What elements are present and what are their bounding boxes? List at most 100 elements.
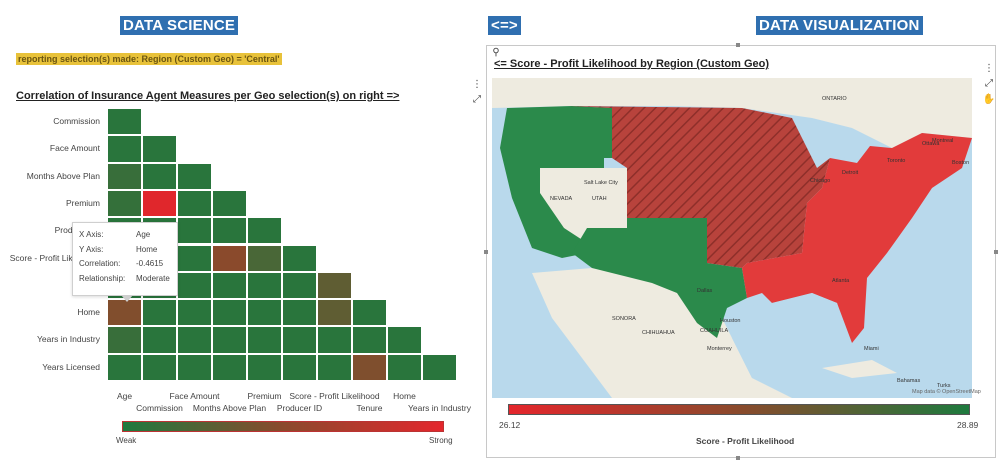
heatmap-cell[interactable]	[212, 326, 247, 354]
map-place-label: CHIHUAHUA	[642, 330, 675, 336]
heatmap-cell[interactable]	[317, 271, 352, 300]
tooltip-value: -0.4615	[136, 259, 164, 268]
map-place-label: Monterrey	[707, 346, 732, 352]
heatmap-cell[interactable]	[107, 189, 142, 218]
pan-hand-icon[interactable]: ✋	[982, 94, 996, 105]
heatmap-cell[interactable]	[212, 353, 247, 381]
map-place-label: SONORA	[612, 316, 636, 322]
heatmap-cell[interactable]	[177, 162, 212, 190]
map-legend-title: Score - Profit Likelihood	[696, 436, 795, 446]
map-place-label: ONTARIO	[822, 96, 847, 102]
heatmap-cell[interactable]	[142, 162, 177, 190]
heatmap-cell[interactable]	[107, 162, 142, 190]
tooltip-key: X Axis:	[79, 230, 104, 239]
y-axis-label: Commission	[53, 116, 100, 126]
resize-handle[interactable]	[484, 250, 488, 254]
map-place-label: Detroit	[842, 170, 859, 176]
heatmap-cell[interactable]	[247, 353, 282, 381]
pin-icon[interactable]: ⚲	[492, 47, 500, 58]
heatmap-cell[interactable]	[247, 299, 282, 327]
x-axis-label: Commission	[136, 403, 183, 413]
map-title: <= Score - Profit Likelihood by Region (…	[494, 58, 770, 70]
gulf-of-mexico	[732, 293, 847, 378]
x-axis-label: Score - Profit Likelihood	[289, 391, 380, 401]
heatmap-cell[interactable]	[212, 299, 247, 327]
map-place-label: Montreal	[932, 138, 954, 144]
heatmap-cell[interactable]	[247, 244, 282, 272]
heatmap-cell[interactable]	[107, 135, 142, 163]
map-place-label: Ottawa	[922, 141, 940, 147]
heatmap-cell[interactable]	[212, 217, 247, 245]
heatmap-cell[interactable]	[247, 217, 282, 245]
heatmap-cell[interactable]	[282, 326, 317, 354]
map-legend-gradient	[508, 404, 970, 415]
y-axis-label: Years in Industry	[37, 334, 100, 345]
more-options-icon[interactable]: ⋮	[472, 79, 482, 90]
heatmap-cell[interactable]	[177, 326, 212, 354]
heatmap-cell[interactable]	[212, 271, 247, 300]
heatmap-cell[interactable]	[177, 189, 212, 218]
heatmap-cell[interactable]	[177, 271, 212, 300]
heatmap-cell[interactable]	[107, 108, 142, 136]
x-axis-label: Tenure	[356, 403, 383, 413]
heatmap-cell[interactable]	[247, 271, 282, 300]
heatmap-cell[interactable]	[177, 217, 212, 245]
heatmap-cell[interactable]	[317, 299, 352, 327]
more-options-icon[interactable]: ⋮	[984, 63, 994, 74]
region-east[interactable]	[742, 133, 972, 343]
heatmap-cell[interactable]	[282, 299, 317, 327]
expand-icon[interactable]: ⤢	[473, 94, 481, 105]
heatmap-cell[interactable]	[352, 299, 387, 327]
map-place-label: Dallas	[697, 288, 713, 294]
heatmap-cell[interactable]	[352, 326, 387, 354]
region-central[interactable]	[570, 106, 830, 268]
heatmap-cell[interactable]	[282, 353, 317, 381]
heatmap-cell[interactable]	[422, 353, 457, 381]
region-map[interactable]: NEVADA UTAH Salt Lake City SONORA CHIHUAHUA C…	[492, 78, 972, 398]
heatmap-cell[interactable]	[317, 353, 352, 381]
resize-handle[interactable]	[994, 250, 998, 254]
map-svg	[492, 78, 972, 398]
heatmap-cell[interactable]	[317, 326, 352, 354]
tooltip-value: Age	[136, 230, 151, 239]
lake-huron	[842, 131, 870, 163]
y-axis-label: Months Above Plan	[26, 170, 100, 181]
heatmap-cell[interactable]	[142, 299, 177, 327]
heatmap-cell[interactable]	[177, 244, 212, 272]
heatmap-cell[interactable]	[212, 189, 247, 218]
x-axis-label: Producer ID	[276, 403, 323, 413]
map-place-label: COAHUILA	[700, 328, 729, 334]
resize-handle[interactable]	[736, 456, 740, 460]
heatmap-cell[interactable]	[387, 353, 422, 381]
heatmap-cell[interactable]	[352, 353, 387, 381]
heatmap-cell[interactable]	[212, 244, 247, 272]
heatmap-cell[interactable]	[107, 299, 142, 327]
y-axis-label: Years Licensed	[42, 361, 100, 372]
tooltip-key: Relationship:	[79, 273, 126, 283]
map-place-label: Turks	[937, 383, 951, 389]
legend-strong-label: Strong	[429, 436, 453, 445]
tooltip-value: Home	[136, 244, 158, 254]
expand-icon[interactable]: ⤢	[985, 78, 993, 89]
tooltip-value: Moderate	[136, 273, 170, 283]
heatmap-cell[interactable]	[282, 244, 317, 272]
y-axis-label: Premium	[65, 197, 100, 208]
x-axis-label: Months Above Plan	[192, 403, 267, 413]
heatmap-cell[interactable]	[142, 353, 177, 381]
heatmap-cell[interactable]	[107, 326, 142, 354]
heatmap-cell[interactable]	[142, 189, 177, 218]
nevada-area	[540, 168, 587, 243]
heatmap-cell[interactable]	[247, 326, 282, 354]
heatmap-cell[interactable]	[107, 353, 142, 381]
heatmap-cell[interactable]	[387, 326, 422, 354]
correlation-title: Correlation of Insurance Agent Measures …	[16, 90, 400, 102]
map-legend-max: 28.89	[957, 420, 979, 430]
region-south[interactable]	[572, 218, 747, 338]
heatmap-cell[interactable]	[142, 326, 177, 354]
resize-handle[interactable]	[736, 43, 740, 47]
heatmap-cell[interactable]	[177, 353, 212, 381]
heatmap-cell[interactable]	[142, 135, 177, 163]
x-axis-label: Home	[393, 391, 416, 401]
heatmap-cell[interactable]	[177, 299, 212, 327]
heatmap-cell[interactable]	[282, 271, 317, 300]
